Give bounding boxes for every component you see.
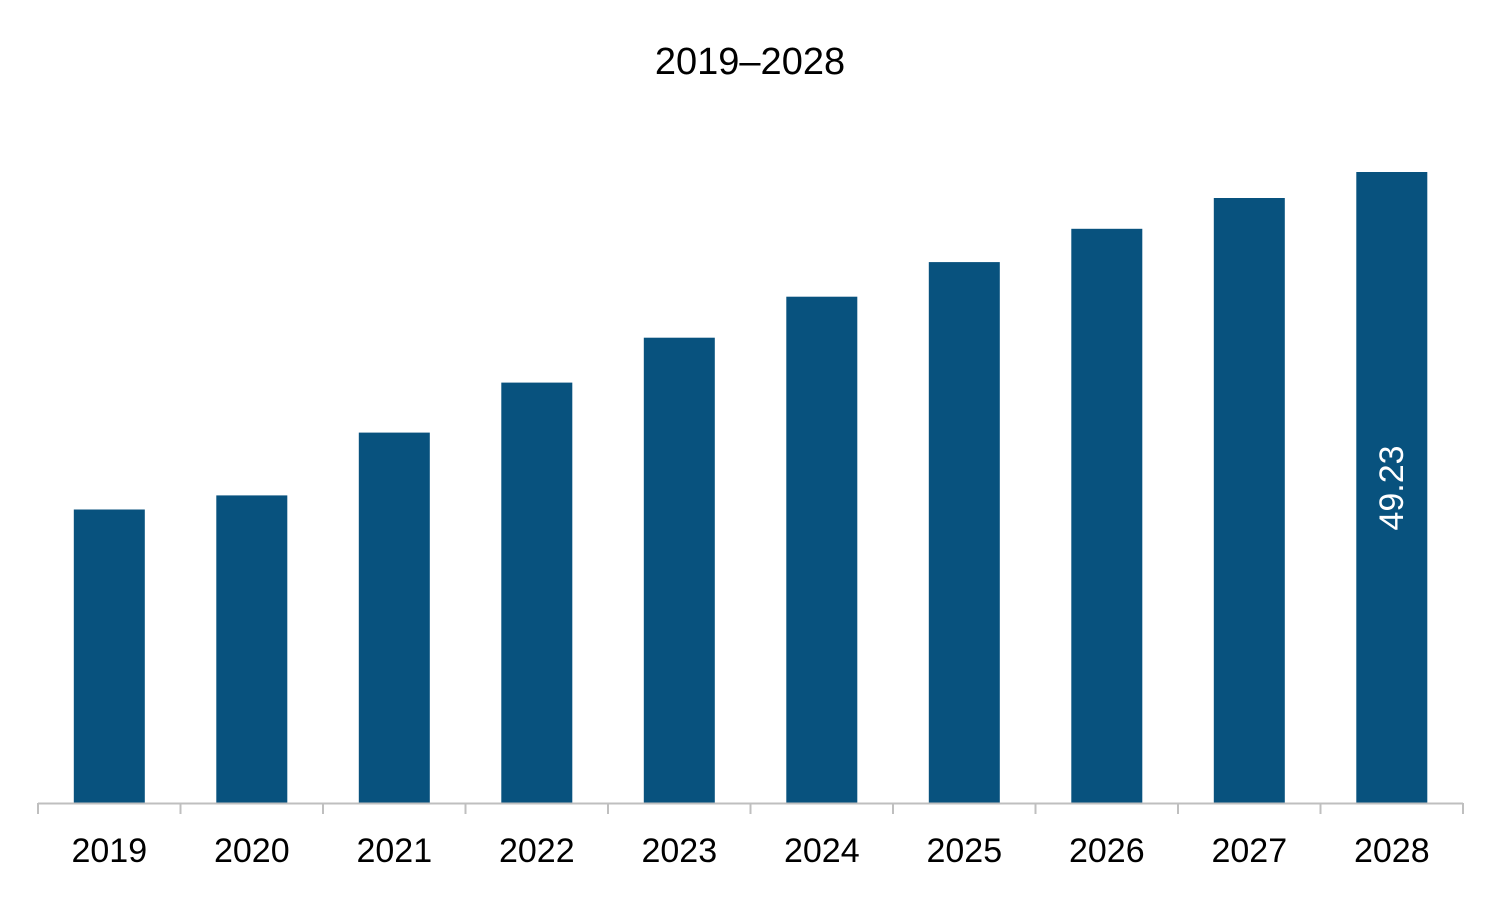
bar-2026 bbox=[1071, 228, 1143, 804]
bar-2025 bbox=[928, 262, 1000, 804]
x-tick-label-2026: 2026 bbox=[1069, 832, 1145, 870]
x-tick-label-2023: 2023 bbox=[641, 832, 717, 870]
bar-2019 bbox=[73, 509, 145, 803]
x-tick-label-2027: 2027 bbox=[1211, 832, 1287, 870]
bar-2021 bbox=[358, 432, 430, 803]
x-tick-label-2021: 2021 bbox=[356, 832, 432, 870]
bar-2023 bbox=[643, 337, 715, 803]
data-label-2028: 49.23 bbox=[1373, 445, 1411, 530]
bar-2020 bbox=[216, 495, 288, 803]
x-axis bbox=[37, 802, 1464, 814]
x-tick-label-2019: 2019 bbox=[71, 832, 147, 870]
data-labels: 49.23 bbox=[1373, 445, 1411, 530]
chart-title: 2019–2028 bbox=[655, 41, 845, 83]
x-tick-label-2025: 2025 bbox=[926, 832, 1002, 870]
bar-2024 bbox=[786, 296, 858, 803]
bar-2027 bbox=[1213, 198, 1285, 803]
bar-2028 bbox=[1356, 172, 1428, 803]
x-tick-label-2022: 2022 bbox=[499, 832, 575, 870]
x-tick-label-2020: 2020 bbox=[214, 832, 290, 870]
x-tick-label-2028: 2028 bbox=[1354, 832, 1430, 870]
bars-group bbox=[73, 172, 1428, 804]
bar-2022 bbox=[501, 382, 573, 803]
x-tick-label-2024: 2024 bbox=[784, 832, 860, 870]
x-tick-labels: 2019 2020 2021 2022 2023 2024 2025 2026 2027 2028 bbox=[71, 832, 1429, 870]
